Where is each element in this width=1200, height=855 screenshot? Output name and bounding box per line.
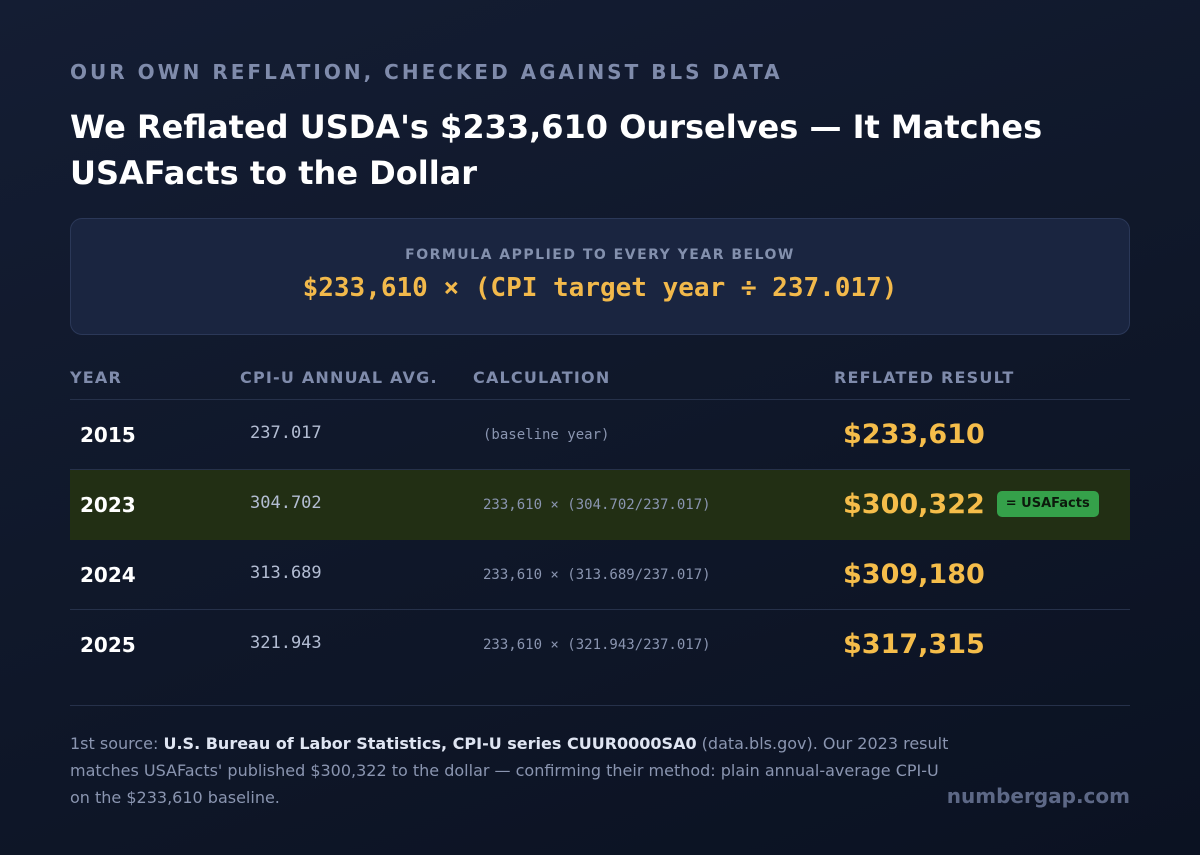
table-header: YEAR CPI-U ANNUAL AVG. CALCULATION REFLA… [70, 364, 1130, 400]
brand-logo-text: numbergap.com [946, 784, 1130, 808]
source-name: U.S. Bureau of Labor Statistics, CPI-U s… [163, 734, 697, 753]
row-result-value: $317,315 [843, 629, 985, 660]
column-header-year: YEAR [70, 368, 123, 387]
row-cpi: 237.017 [250, 423, 322, 443]
eyebrow-label: OUR OWN REFLATION, CHECKED AGAINST BLS D… [70, 60, 783, 84]
row-result: $309,180 [843, 540, 985, 610]
column-header-cpi: CPI-U ANNUAL AVG. [240, 368, 438, 387]
row-result: $300,322 = USAFacts [843, 470, 1099, 540]
row-year: 2024 [80, 563, 136, 587]
table-row: 2024 313.689 233,610 × (313.689/237.017)… [70, 540, 1130, 610]
column-header-result: REFLATED RESULT [834, 368, 1015, 387]
row-year: 2025 [80, 633, 136, 657]
row-result: $233,610 [843, 400, 985, 470]
table-row: 2015 237.017 (baseline year) $233,610 [70, 400, 1130, 470]
row-year: 2023 [80, 493, 136, 517]
row-calculation: 233,610 × (304.702/237.017) [483, 497, 711, 513]
row-result-value: $300,322 [843, 489, 985, 520]
row-cpi: 321.943 [250, 633, 322, 653]
page-title: We Reflated USDA's $233,610 Ourselves — … [70, 108, 1043, 192]
table-row-highlighted: 2023 304.702 233,610 × (304.702/237.017)… [70, 470, 1130, 540]
row-result: $317,315 [843, 610, 985, 680]
usafacts-match-badge: = USAFacts [996, 490, 1099, 517]
row-result-value: $233,610 [843, 419, 985, 450]
table-row: 2025 321.943 233,610 × (321.943/237.017)… [70, 610, 1130, 680]
row-calculation: 233,610 × (321.943/237.017) [483, 637, 711, 653]
row-calculation: 233,610 × (313.689/237.017) [483, 567, 711, 583]
formula-text: $233,610 × (CPI target year ÷ 237.017) [302, 273, 898, 303]
table-divider [70, 680, 1130, 706]
row-cpi: 304.702 [250, 493, 322, 513]
row-result-value: $309,180 [843, 559, 985, 590]
reflation-table: YEAR CPI-U ANNUAL AVG. CALCULATION REFLA… [70, 364, 1130, 706]
column-header-calculation: CALCULATION [473, 368, 611, 387]
row-calculation: (baseline year) [483, 427, 610, 443]
formula-label: FORMULA APPLIED TO EVERY YEAR BELOW [405, 247, 795, 263]
row-cpi: 313.689 [250, 563, 322, 583]
formula-panel: FORMULA APPLIED TO EVERY YEAR BELOW $233… [70, 218, 1130, 335]
source-suffix: (data.bls.gov). Our 2023 result matches … [70, 734, 949, 807]
source-note: 1st source: U.S. Bureau of Labor Statist… [70, 730, 950, 811]
row-year: 2015 [80, 423, 136, 447]
source-prefix: 1st source: [70, 734, 164, 753]
